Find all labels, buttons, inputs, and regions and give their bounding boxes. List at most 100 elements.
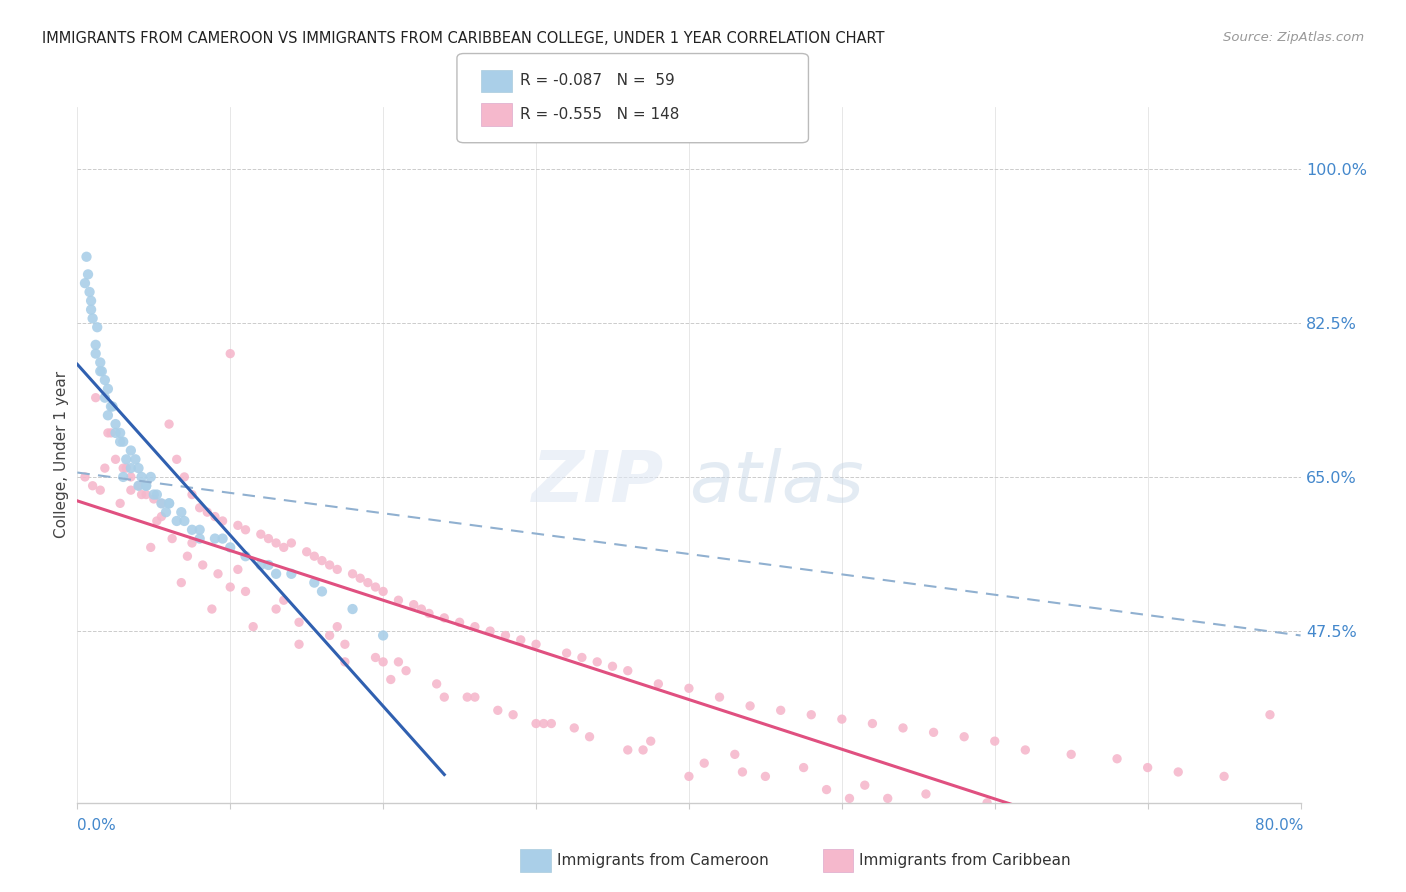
Point xyxy=(250,558,273,572)
Point xyxy=(922,725,945,739)
Point xyxy=(1182,839,1205,854)
Text: Source: ZipAtlas.com: Source: ZipAtlas.com xyxy=(1223,31,1364,45)
Point xyxy=(131,470,153,484)
Point xyxy=(84,338,107,352)
Text: IMMIGRANTS FROM CAMEROON VS IMMIGRANTS FROM CARIBBEAN COLLEGE, UNDER 1 YEAR CORR: IMMIGRANTS FROM CAMEROON VS IMMIGRANTS F… xyxy=(42,31,884,46)
Point xyxy=(219,541,242,555)
Text: R = -0.555   N = 148: R = -0.555 N = 148 xyxy=(520,107,679,121)
Point xyxy=(678,769,700,783)
Point xyxy=(204,509,226,524)
Point xyxy=(146,514,169,528)
Point xyxy=(617,664,640,678)
Point xyxy=(146,487,169,501)
Text: atlas: atlas xyxy=(689,449,863,517)
Point xyxy=(1136,875,1159,889)
Point xyxy=(1136,761,1159,775)
Point xyxy=(219,346,242,360)
Point xyxy=(1152,839,1174,854)
Point xyxy=(304,549,326,564)
Point xyxy=(540,716,562,731)
Point xyxy=(502,707,524,722)
Point xyxy=(235,549,257,564)
Point xyxy=(150,496,173,510)
Point xyxy=(112,434,135,449)
Point xyxy=(1060,747,1083,762)
Point xyxy=(387,655,409,669)
Point xyxy=(155,505,177,519)
Point xyxy=(311,584,333,599)
Point xyxy=(97,382,120,396)
Point xyxy=(76,250,98,264)
Point xyxy=(160,532,183,546)
Point xyxy=(257,532,280,546)
Point xyxy=(120,443,142,458)
Point xyxy=(235,584,257,599)
Point xyxy=(181,523,204,537)
Point xyxy=(100,425,122,440)
Point xyxy=(402,598,425,612)
Point xyxy=(115,452,138,467)
Point xyxy=(938,805,960,819)
Point xyxy=(862,716,884,731)
Point xyxy=(288,615,311,630)
Point xyxy=(1243,848,1265,863)
Point xyxy=(426,677,449,691)
Point xyxy=(124,452,146,467)
Point xyxy=(80,293,103,308)
Point xyxy=(333,637,356,651)
Point xyxy=(495,628,517,642)
Point xyxy=(89,364,111,378)
Point xyxy=(831,712,853,726)
Point xyxy=(150,509,173,524)
Point xyxy=(342,602,364,616)
Point xyxy=(235,523,257,537)
Point xyxy=(1167,764,1189,779)
Point xyxy=(976,796,998,810)
Point xyxy=(1258,707,1281,722)
Point xyxy=(191,558,214,572)
Point xyxy=(139,541,162,555)
Point xyxy=(555,646,578,660)
Point xyxy=(108,425,131,440)
Point xyxy=(371,655,394,669)
Point xyxy=(204,532,226,546)
Point xyxy=(128,479,150,493)
Point xyxy=(311,553,333,567)
Point xyxy=(120,461,142,475)
Point xyxy=(640,734,662,748)
Point xyxy=(170,575,193,590)
Point xyxy=(1121,848,1143,863)
Point xyxy=(86,320,108,334)
Point xyxy=(120,470,142,484)
Point xyxy=(693,756,716,771)
Point xyxy=(395,664,418,678)
Point xyxy=(242,620,264,634)
Point xyxy=(257,558,280,572)
Point xyxy=(104,425,127,440)
Point xyxy=(1205,866,1227,880)
Point xyxy=(166,452,188,467)
Point xyxy=(709,690,731,705)
Point xyxy=(84,346,107,360)
Point xyxy=(89,483,111,497)
Point xyxy=(371,628,394,642)
Point xyxy=(953,730,976,744)
Point xyxy=(371,584,394,599)
Point xyxy=(411,602,433,616)
Point xyxy=(479,624,502,638)
Point xyxy=(166,514,188,528)
Point xyxy=(157,496,180,510)
Point xyxy=(135,487,157,501)
Point xyxy=(288,637,311,651)
Text: Immigrants from Cameroon: Immigrants from Cameroon xyxy=(557,854,769,868)
Point xyxy=(998,814,1021,828)
Point xyxy=(769,703,792,717)
Point xyxy=(1038,809,1060,823)
Point xyxy=(631,743,654,757)
Point xyxy=(318,628,340,642)
Point xyxy=(1076,827,1098,841)
Point xyxy=(157,417,180,431)
Point xyxy=(142,487,165,501)
Point xyxy=(264,602,287,616)
Point xyxy=(131,487,153,501)
